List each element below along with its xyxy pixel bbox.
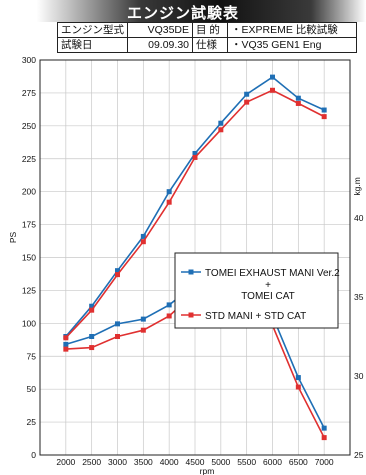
y-tick-label: 225 (22, 154, 36, 164)
y-tick-label: 125 (22, 285, 36, 295)
data-point-power-tomei (244, 91, 250, 97)
spec-table: エンジン型式 VQ35DE 目 的 ・EXPREME 比較試験 試験日 09.0… (57, 22, 357, 53)
data-point-power-std (63, 335, 69, 341)
data-point-power-std (140, 239, 146, 245)
spec-test-date-value: 09.09.30 (127, 37, 193, 53)
y2-axis-label: kg.m (352, 177, 362, 195)
data-point-power-tomei (218, 120, 224, 126)
y-tick-label: 200 (22, 187, 36, 197)
data-point-power-tomei (89, 303, 95, 309)
legend: TOMEI EXHAUST MANI Ver.2 + TOMEI CAT STD… (174, 252, 340, 329)
data-point-power-tomei (270, 74, 275, 80)
page-title: エンジン試験表 (126, 5, 239, 22)
y-tick-label: 300 (22, 55, 36, 65)
data-point-torque-std (140, 327, 146, 333)
spec-spec-label: 仕様 (192, 37, 228, 53)
data-point-power-std (295, 100, 301, 106)
y-tick-label: 100 (22, 318, 36, 328)
data-point-power-std (270, 87, 275, 93)
x-tick-label: 2500 (82, 457, 101, 467)
legend-label-std: STD MANI + STD CAT (205, 311, 306, 322)
legend-label-tomei-3: TOMEI CAT (241, 291, 295, 302)
data-point-power-std (218, 127, 224, 133)
data-point-power-std (244, 99, 250, 105)
data-point-torque-tomei (115, 321, 120, 327)
x-tick-label: 7000 (315, 457, 334, 467)
data-point-torque-std (115, 334, 120, 339)
x-tick-label: 4000 (160, 457, 179, 467)
data-point-torque-std (321, 435, 327, 441)
legend-box (174, 252, 339, 329)
y2-tick-label: 25 (354, 450, 364, 460)
y-tick-label: 175 (22, 220, 36, 230)
data-point-torque-tomei (63, 341, 69, 347)
plot-frame (39, 59, 351, 456)
spec-row: 試験日 09.09.30 仕様 ・VQ35 GEN1 Eng (57, 37, 357, 53)
spec-test-date-label: 試験日 (57, 37, 128, 53)
legend-label-tomei-1: TOMEI EXHAUST MANI Ver.2 (205, 268, 340, 279)
data-point-power-std (115, 272, 120, 278)
data-point-torque-std (63, 346, 69, 352)
data-point-torque-tomei (321, 425, 327, 431)
y2-tick-label: 30 (354, 371, 364, 381)
data-point-torque-std (166, 313, 172, 319)
y2-tick-label: 40 (354, 213, 364, 223)
x-tick-label: 5000 (211, 457, 230, 467)
spec-row: エンジン型式 VQ35DE 目 的 ・EXPREME 比較試験 (57, 22, 357, 38)
x-tick-label: 4500 (186, 457, 205, 467)
legend-label-tomei-2: + (265, 280, 271, 291)
data-point-torque-std (89, 345, 95, 351)
y2-tick-label: 35 (354, 292, 364, 302)
x-tick-label: 3000 (108, 457, 127, 467)
y-tick-label: 50 (27, 384, 37, 394)
y-tick-label: 0 (31, 450, 36, 460)
data-point-power-tomei (295, 95, 301, 101)
x-tick-label: 6500 (289, 457, 308, 467)
x-tick-label: 5500 (237, 457, 256, 467)
data-point-power-tomei (140, 233, 146, 239)
data-point-power-tomei (115, 268, 120, 274)
legend-marker-std (188, 312, 194, 318)
data-point-power-std (166, 199, 172, 205)
x-axis-label: rpm (200, 466, 215, 475)
spec-spec-value: ・VQ35 GEN1 Eng (227, 37, 357, 53)
data-point-power-tomei (166, 189, 172, 195)
data-point-power-tomei (321, 107, 327, 113)
data-point-power-std (321, 114, 327, 120)
y2-axis-ticks: 25 30 35 40 (354, 213, 364, 460)
spec-engine-type-value: VQ35DE (127, 22, 193, 38)
x-tick-label: 6000 (263, 457, 282, 467)
y-tick-label: 150 (22, 253, 36, 263)
x-tick-label: 3500 (134, 457, 153, 467)
x-tick-label: 2000 (56, 457, 75, 467)
data-point-torque-tomei (295, 375, 301, 381)
data-point-power-std (192, 154, 198, 160)
y-tick-label: 275 (22, 88, 36, 98)
y-axis-ticks: 0 25 50 75 100 125 150 175 200 225 250 275 300 (22, 55, 36, 460)
legend-marker-tomei (188, 269, 194, 275)
y-tick-label: 25 (27, 417, 37, 427)
x-axis-ticks: 2000 2500 3000 3500 4000 4500 5000 5500 6000 6500… (56, 457, 334, 467)
data-point-power-std (89, 307, 95, 313)
data-point-torque-tomei (89, 334, 95, 339)
y-tick-label: 75 (27, 351, 37, 361)
title-bar: エンジン試験表 (0, 0, 366, 22)
data-point-torque-tomei (140, 316, 146, 322)
data-point-power-tomei (192, 150, 198, 156)
y-tick-label: 250 (22, 121, 36, 131)
data-point-torque-std (295, 384, 301, 390)
data-point-torque-tomei (166, 302, 172, 308)
y-axis-label: PS (8, 232, 18, 244)
